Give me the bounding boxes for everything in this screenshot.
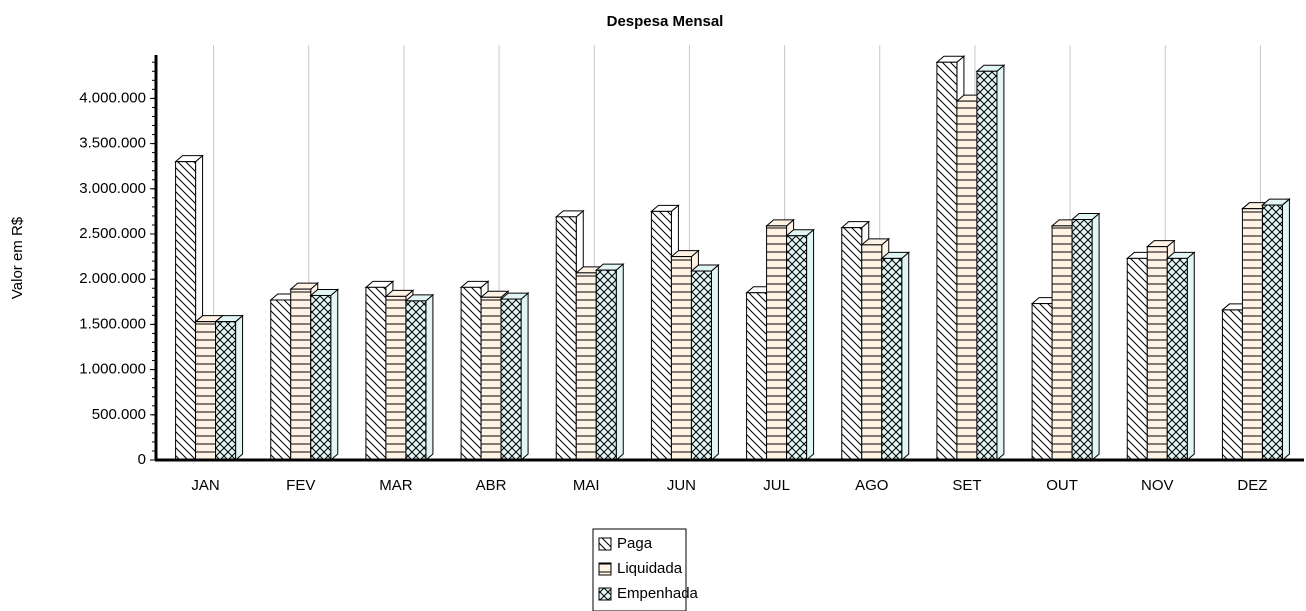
bar-side bbox=[1091, 212, 1100, 462]
bar bbox=[365, 286, 387, 461]
bar bbox=[405, 300, 427, 461]
bar bbox=[1261, 204, 1283, 461]
bar-side bbox=[615, 263, 624, 462]
x-tick-label: AGO bbox=[855, 477, 888, 494]
bar bbox=[1031, 303, 1053, 461]
legend-swatch bbox=[598, 587, 612, 601]
bar bbox=[1126, 257, 1148, 461]
x-tick-label: FEV bbox=[286, 477, 315, 494]
x-tick-label: JUN bbox=[667, 477, 696, 494]
y-tick-label: 2.000.000 bbox=[79, 270, 146, 287]
bar-side bbox=[1186, 251, 1195, 462]
chart-title: Despesa Mensal bbox=[607, 13, 724, 30]
bar bbox=[595, 269, 617, 461]
bar bbox=[956, 100, 978, 461]
legend: Paga Liquidada Empenhada bbox=[592, 528, 699, 611]
bar bbox=[175, 161, 197, 461]
bar-side bbox=[425, 293, 434, 462]
bar-side bbox=[330, 288, 339, 462]
bar bbox=[480, 296, 502, 461]
bar bbox=[650, 210, 672, 461]
bar-side bbox=[996, 64, 1005, 462]
x-tick-label: JUL bbox=[763, 477, 790, 494]
y-tick-label: 2.500.000 bbox=[79, 225, 146, 242]
bar bbox=[1166, 257, 1188, 461]
x-tick-label: MAI bbox=[573, 477, 600, 494]
bar bbox=[976, 70, 998, 461]
bar-side bbox=[1281, 197, 1290, 462]
bar-side bbox=[806, 228, 815, 462]
y-tick-label: 1.500.000 bbox=[79, 315, 146, 332]
bar-side bbox=[235, 314, 244, 462]
bar bbox=[290, 288, 312, 461]
bar bbox=[385, 295, 407, 461]
bar bbox=[690, 270, 712, 461]
bar-side bbox=[901, 251, 910, 462]
x-tick-label: OUT bbox=[1046, 477, 1078, 494]
bar bbox=[1051, 225, 1073, 461]
legend-label: Empenhada bbox=[617, 585, 699, 602]
legend-label: Liquidada bbox=[617, 560, 683, 577]
bar-side bbox=[710, 263, 719, 462]
x-tick-label: NOV bbox=[1141, 477, 1174, 494]
bar bbox=[1146, 246, 1168, 461]
bar bbox=[460, 286, 482, 461]
bar bbox=[575, 272, 597, 461]
bar bbox=[766, 225, 788, 461]
x-tick-label: SET bbox=[952, 477, 981, 494]
x-tick-label: JAN bbox=[191, 477, 219, 494]
bar bbox=[936, 61, 958, 461]
legend-label: Paga bbox=[617, 535, 653, 552]
bar bbox=[1221, 309, 1243, 461]
bar-side bbox=[520, 291, 529, 462]
y-axis-label: Valor em R$ bbox=[9, 216, 26, 299]
legend-swatch bbox=[598, 562, 612, 576]
bar bbox=[861, 244, 883, 461]
x-tick-label: DEZ bbox=[1237, 477, 1267, 494]
y-tick-label: 1.000.000 bbox=[79, 361, 146, 378]
y-tick-label: 500.000 bbox=[92, 406, 146, 423]
y-tick-label: 3.500.000 bbox=[79, 135, 146, 152]
y-tick-label: 0 bbox=[138, 451, 146, 468]
bar bbox=[881, 257, 903, 461]
bar bbox=[195, 321, 217, 461]
y-tick-label: 3.000.000 bbox=[79, 180, 146, 197]
bar bbox=[1241, 208, 1263, 461]
x-tick-label: MAR bbox=[379, 477, 413, 494]
bar bbox=[310, 294, 332, 461]
bar bbox=[215, 321, 237, 461]
bar bbox=[1071, 219, 1093, 461]
bar bbox=[746, 292, 768, 461]
x-tick-label: ABR bbox=[476, 477, 507, 494]
bar bbox=[786, 235, 808, 461]
y-tick-label: 4.000.000 bbox=[79, 89, 146, 106]
bar bbox=[670, 256, 692, 461]
bar bbox=[555, 216, 577, 461]
legend-swatch bbox=[598, 537, 612, 551]
bar bbox=[500, 298, 522, 461]
bar bbox=[270, 299, 292, 461]
bar bbox=[841, 227, 863, 461]
